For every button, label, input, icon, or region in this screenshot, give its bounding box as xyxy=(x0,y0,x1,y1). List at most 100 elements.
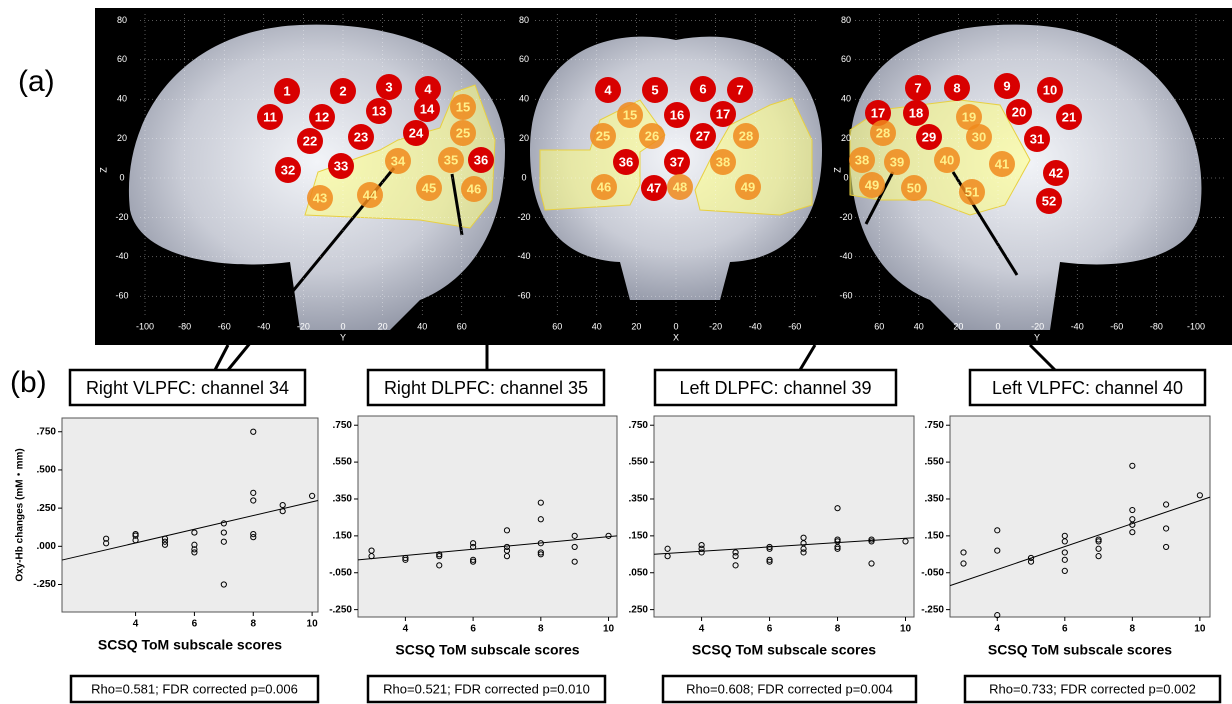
y-tick-label: .350 xyxy=(925,494,945,505)
channel-label: 49 xyxy=(865,177,879,192)
plot-area xyxy=(950,416,1210,617)
channel-label: 13 xyxy=(372,103,386,118)
y-tick-label: .050 xyxy=(629,567,649,578)
channel-label: 38 xyxy=(855,152,869,167)
channel-label: 46 xyxy=(597,179,611,194)
channel-label: 9 xyxy=(1003,78,1010,93)
y-tick-label: 0 xyxy=(119,172,124,182)
y-tick-label: -20 xyxy=(839,212,852,222)
channel-label: 18 xyxy=(909,105,923,120)
chart-title: Left VLPFC: channel 40 xyxy=(992,378,1183,398)
channel-label: 31 xyxy=(1030,131,1044,146)
channel-label: 12 xyxy=(315,109,329,124)
channel-label: 32 xyxy=(281,162,295,177)
y-tick-label: .350 xyxy=(333,494,353,505)
y-tick-label: .150 xyxy=(629,531,649,542)
channel-label: 50 xyxy=(907,180,921,195)
channel-label: 17 xyxy=(871,105,885,120)
channel-label: 7 xyxy=(914,80,921,95)
channel-label: 16 xyxy=(670,107,684,122)
panel-label: (a) xyxy=(18,65,55,98)
x-tick-label: 60 xyxy=(874,321,884,331)
y-tick-label: -60 xyxy=(517,291,530,301)
channel-label: 2 xyxy=(339,83,346,98)
x-tick-label: 6 xyxy=(192,619,198,630)
x-tick-label: 10 xyxy=(307,619,319,630)
channel-label: 48 xyxy=(673,179,687,194)
y-tick-label: 60 xyxy=(519,54,529,64)
x-tick-label: -80 xyxy=(178,321,191,331)
y-tick-label: -40 xyxy=(839,251,852,261)
channel-label: 36 xyxy=(619,154,633,169)
x-axis-label: SCSQ ToM subscale scores xyxy=(988,642,1172,658)
channel-label: 14 xyxy=(420,101,435,116)
x-tick-label: -60 xyxy=(788,321,801,331)
y-tick-label: 60 xyxy=(841,54,851,64)
chart-title: Right VLPFC: channel 34 xyxy=(86,378,289,398)
x-tick-label: 60 xyxy=(552,321,562,331)
x-tick-label: 4 xyxy=(133,619,139,630)
channel-label: 10 xyxy=(1043,82,1057,97)
channel-label: 46 xyxy=(467,181,481,196)
x-tick-label: 6 xyxy=(1062,624,1068,635)
x-tick-label: 20 xyxy=(378,321,388,331)
y-tick-label: -60 xyxy=(839,291,852,301)
x-axis-label: SCSQ ToM subscale scores xyxy=(395,642,579,658)
y-tick-label: .750 xyxy=(925,420,945,431)
x-axis-label: X xyxy=(673,332,679,342)
x-tick-label: 8 xyxy=(538,624,544,635)
channel-label: 21 xyxy=(1062,109,1076,124)
plot-area xyxy=(62,418,318,612)
y-tick-label: .250 xyxy=(629,604,649,615)
y-tick-label: -.050 xyxy=(921,567,944,578)
y-tick-label: 40 xyxy=(519,94,529,104)
x-tick-label: 40 xyxy=(914,321,924,331)
y-tick-label: -60 xyxy=(115,291,128,301)
channel-label: 20 xyxy=(1012,104,1026,119)
channel-label: 36 xyxy=(474,152,488,167)
x-tick-label: 6 xyxy=(470,624,476,635)
channel-label: 25 xyxy=(596,128,610,143)
channel-label: 27 xyxy=(696,128,710,143)
x-axis-label: SCSQ ToM subscale scores xyxy=(98,637,282,653)
plot-area xyxy=(358,416,617,617)
channel-label: 5 xyxy=(651,82,658,97)
connector xyxy=(800,345,815,370)
x-tick-label: 60 xyxy=(457,321,467,331)
y-tick-label: 0 xyxy=(843,172,848,182)
x-tick-label: 40 xyxy=(417,321,427,331)
y-tick-label: 20 xyxy=(841,133,851,143)
channel-label: 29 xyxy=(922,129,936,144)
y-tick-label: 80 xyxy=(519,15,529,25)
x-tick-label: -20 xyxy=(297,321,310,331)
channel-label: 40 xyxy=(940,152,954,167)
y-tick-label: 80 xyxy=(841,15,851,25)
x-tick-label: -60 xyxy=(1110,321,1123,331)
channel-label: 43 xyxy=(313,190,327,205)
channel-label: 7 xyxy=(736,82,743,97)
x-tick-label: 10 xyxy=(900,624,912,635)
x-axis-label: SCSQ ToM subscale scores xyxy=(692,642,876,658)
y-tick-label: .550 xyxy=(925,457,945,468)
x-tick-label: 0 xyxy=(340,321,345,331)
channel-label: 1 xyxy=(283,83,290,98)
channel-label: 15 xyxy=(623,107,637,122)
annotation: Rho=0.608; FDR corrected p=0.004 xyxy=(686,681,893,696)
channel-label: 15 xyxy=(456,99,470,114)
y-tick-label: 40 xyxy=(841,94,851,104)
channel-label: 22 xyxy=(303,133,317,148)
x-axis-label: Y xyxy=(1034,332,1040,342)
channel-label: 11 xyxy=(263,109,277,124)
channel-label: 4 xyxy=(424,81,432,96)
y-tick-label: .150 xyxy=(925,531,945,542)
y-tick-label: .750 xyxy=(629,420,649,431)
channel-label: 44 xyxy=(363,187,378,202)
channel-label: 19 xyxy=(962,109,976,124)
x-tick-label: -40 xyxy=(749,321,762,331)
y-axis-label: Z xyxy=(98,167,108,173)
y-tick-label: 20 xyxy=(117,133,127,143)
x-tick-label: 20 xyxy=(953,321,963,331)
y-tick-label: -20 xyxy=(517,212,530,222)
y-tick-label: -40 xyxy=(517,251,530,261)
x-tick-label: 4 xyxy=(994,624,1000,635)
